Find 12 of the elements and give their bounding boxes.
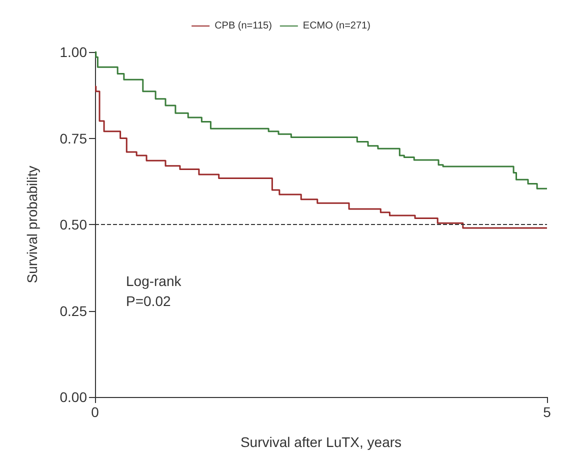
- y-tick-label: 0.75: [60, 130, 88, 146]
- x-tick-label: 5: [543, 404, 552, 420]
- x-tick-label: 0: [91, 404, 100, 420]
- legend-label: CPB (n=115): [214, 20, 272, 32]
- y-tick-label: 1.00: [60, 44, 88, 60]
- legend-label: ECMO (n=271): [302, 20, 370, 32]
- y-tick-label: 0.50: [60, 216, 88, 232]
- annotation: Log-rank P=0.02: [126, 273, 182, 309]
- x-axis-title: Survival after LuTX, years: [240, 434, 402, 450]
- y-tick-label: 0.00: [60, 389, 88, 405]
- y-axis-title: Survival probability: [24, 166, 40, 284]
- y-tick-label: 0.25: [60, 302, 88, 319]
